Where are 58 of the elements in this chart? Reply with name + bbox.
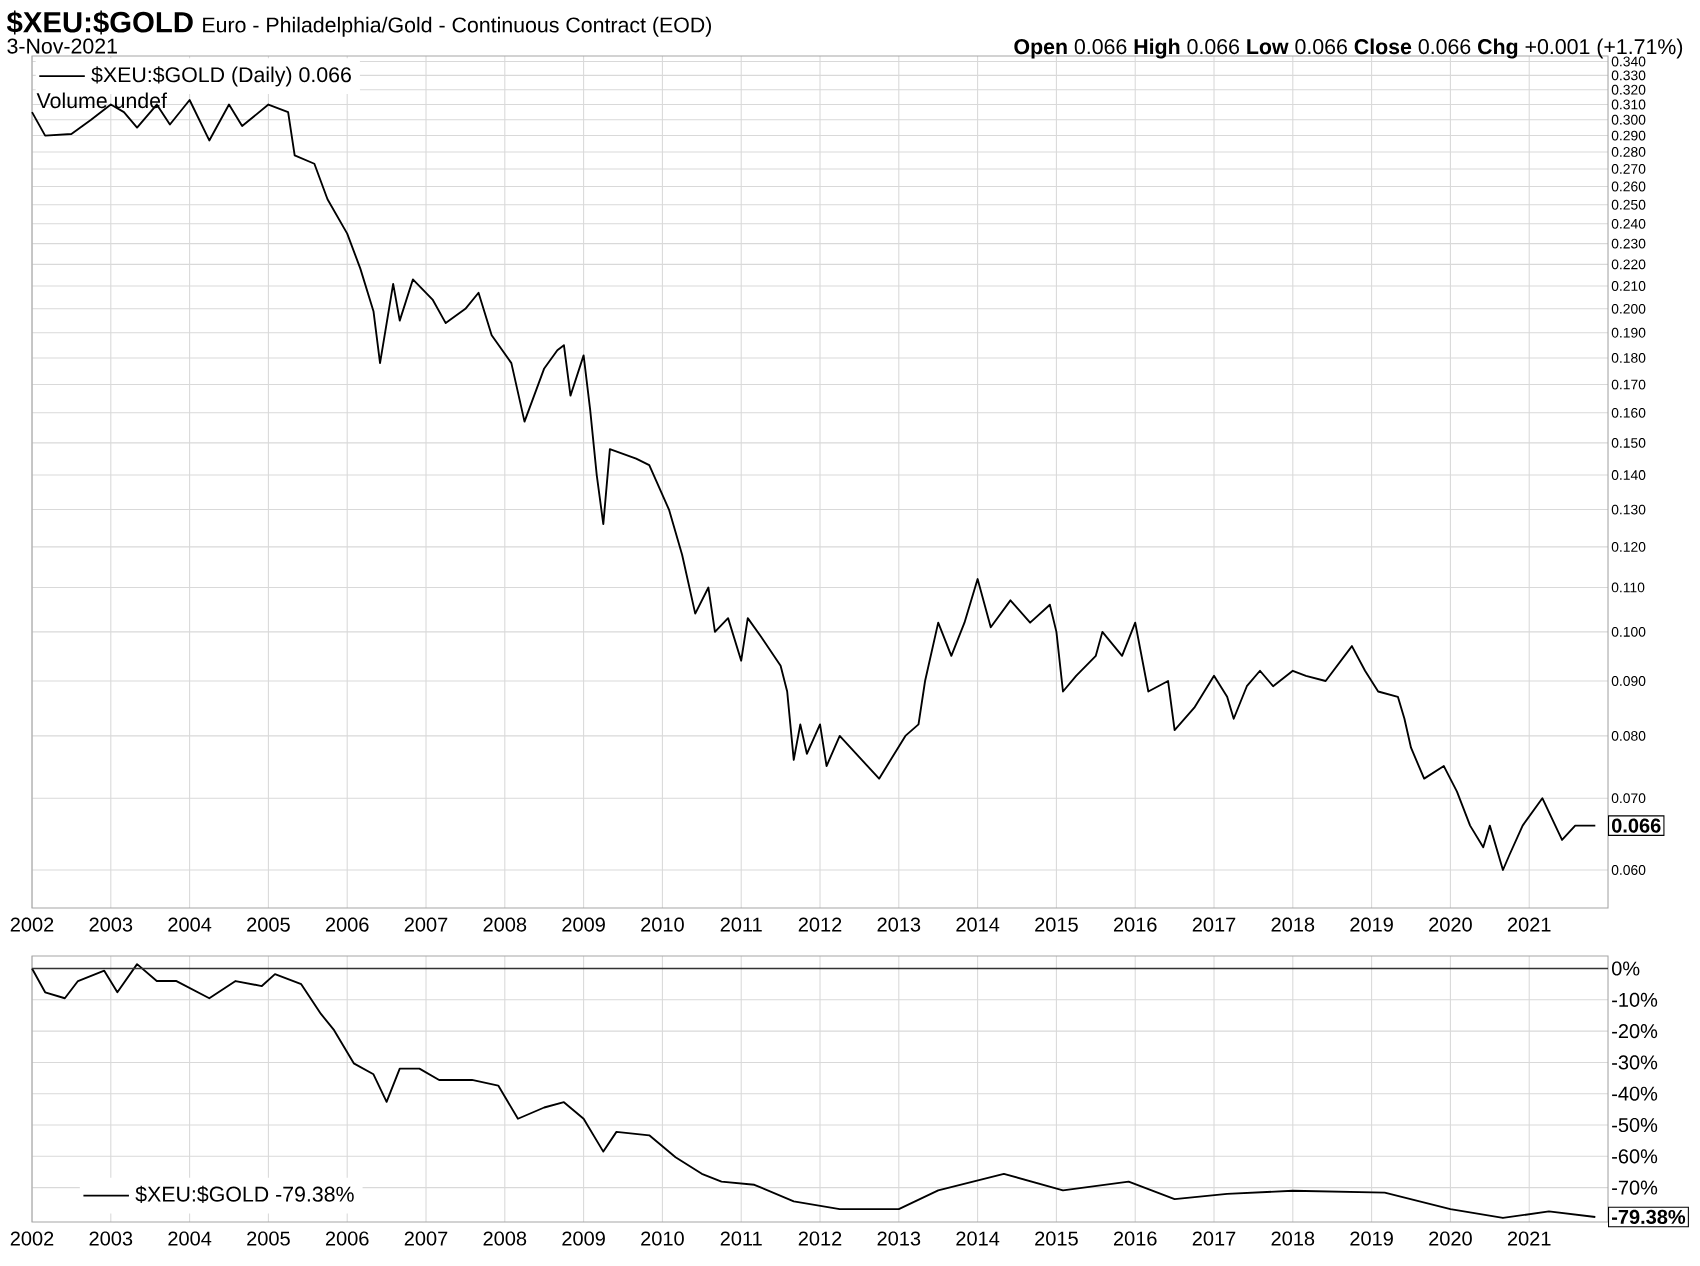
y-tick-label: -10% [1612, 992, 1658, 1007]
legend-label: $XEU:$GOLD (Daily) 0.066 [91, 66, 351, 87]
y-tick-label: -70% [1612, 1180, 1658, 1195]
x-tick-label: 2004 [168, 1231, 212, 1246]
x-tick-label: 2002 [10, 1231, 54, 1246]
x-tick-label: 2010 [641, 917, 684, 932]
x-tick-label: 2008 [483, 1231, 527, 1246]
x-tick-label: 2014 [956, 917, 1000, 932]
x-tick-label: 2021 [1507, 917, 1551, 932]
y-tick-label: -40% [1612, 1086, 1658, 1101]
text: Open 0.066 High 0.066 Low 0.066 Close 0.066 Chg +0.001 (+1.71%) [1014, 38, 1683, 59]
x-tick-label: 2018 [1271, 917, 1315, 932]
annotation: -79.38% [1612, 1209, 1686, 1225]
x-tick-label: 2013 [877, 1231, 921, 1246]
line-series [31, 963, 1597, 1219]
x-tick-label: 2012 [798, 1231, 842, 1246]
y-tick-label: -50% [1612, 1117, 1658, 1133]
x-tick-label: 2012 [798, 917, 842, 932]
x-tick-label: 2017 [1192, 1231, 1236, 1246]
x-tick-label: 2006 [325, 1231, 369, 1246]
x-tick-label: 2013 [877, 917, 921, 932]
x-tick-label: 2020 [1429, 1231, 1472, 1246]
x-tick-label: 2018 [1271, 1231, 1315, 1246]
chart-title: $XEU:$GOLD [6, 10, 193, 35]
x-tick-label: 2003 [89, 917, 133, 932]
legend-label: $XEU:$GOLD -79.38% [135, 1185, 354, 1203]
x-tick-label: 2004 [168, 917, 212, 932]
chart-subtitle: Euro - Philadelphia/Gold - Continuous Contract (EOD) [203, 16, 712, 37]
x-tick-label: 2005 [247, 1231, 290, 1246]
x-tick-label: 2007 [404, 917, 448, 932]
x-tick-label: 2006 [325, 917, 369, 932]
x-tick-label: 2019 [1350, 1231, 1393, 1246]
x-tick-label: 2015 [1035, 917, 1078, 932]
x-tick-label: 2016 [1113, 917, 1157, 932]
x-tick-label: 2007 [404, 1231, 448, 1246]
x-tick-label: 2003 [89, 1231, 133, 1246]
x-tick-label: 2010 [641, 1231, 684, 1246]
x-tick-label: 2014 [956, 1231, 1000, 1246]
x-tick-label: 2021 [1507, 1231, 1551, 1246]
x-tick-label: 2009 [562, 1231, 605, 1246]
x-tick-label: 2019 [1350, 917, 1393, 932]
x-tick-label: 2015 [1035, 1231, 1078, 1246]
x-tick-label: 2002 [10, 917, 54, 932]
annotation: Volume undef [36, 92, 167, 109]
x-tick-label: 2005 [247, 917, 290, 932]
y-tick-label: -30% [1612, 1055, 1658, 1070]
x-tick-label: 2017 [1192, 917, 1236, 932]
x-tick-label: 2016 [1113, 1231, 1157, 1246]
x-tick-label: 2011 [720, 1231, 762, 1246]
x-tick-label: 2009 [562, 917, 605, 932]
x-tick-label: 2020 [1429, 917, 1472, 932]
y-tick-label: -20% [1612, 1024, 1658, 1039]
x-tick-label: 2011 [720, 917, 762, 932]
text: 3-Nov-2021 [7, 38, 117, 54]
y-tick-label: 0% [1612, 961, 1640, 976]
x-tick-label: 2008 [483, 917, 527, 932]
y-tick-label: -60% [1612, 1149, 1658, 1164]
annotation: 0.066 [1612, 818, 1661, 833]
